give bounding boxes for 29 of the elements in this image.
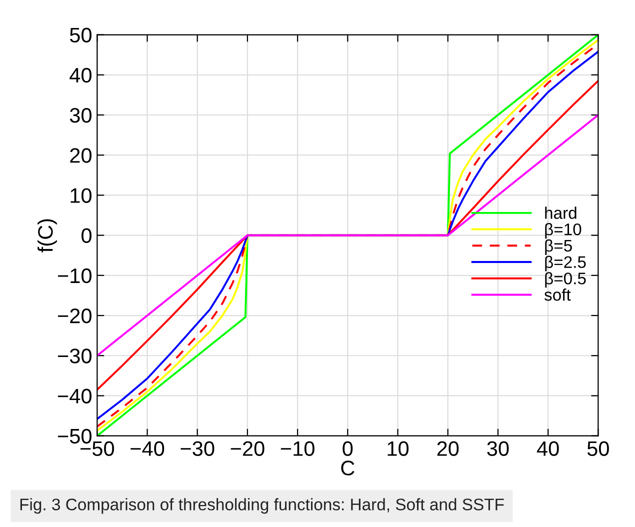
y-tick-label: 50	[70, 28, 92, 43]
x-tick-label: 20	[437, 441, 459, 456]
y-tick-label: −30	[58, 348, 92, 364]
x-tick-label: 50	[587, 441, 609, 456]
x-tick-label: −40	[130, 441, 164, 456]
legend-label: hard	[545, 206, 576, 219]
x-tick-label: −30	[180, 441, 214, 456]
x-tick-label: −20	[230, 441, 264, 456]
x-tick-label: 10	[388, 441, 409, 456]
y-tick-label: 0	[82, 228, 92, 244]
x-tick-label: −10	[280, 441, 314, 456]
caption: Fig. 3 Comparison of thresholding functions: Hard, Soft and SSTF	[20, 498, 504, 514]
x-tick-label: 30	[487, 441, 509, 456]
y-tick-label: −20	[58, 308, 92, 324]
y-tick-label: −40	[58, 388, 92, 404]
legend-label: β=0.5	[545, 272, 586, 288]
legend-label: β=10	[545, 223, 582, 239]
x-tick-label: 0	[342, 441, 353, 456]
y-tick-label: 10	[70, 188, 92, 203]
x-tick-label: 40	[536, 441, 559, 456]
y-axis-title: f(C)	[38, 219, 57, 252]
x-axis-title: C	[341, 460, 354, 476]
y-tick-label: 30	[70, 108, 92, 123]
y-tick-label: −10	[58, 268, 92, 284]
legend-label: β=5	[545, 239, 572, 255]
y-tick-label: 20	[70, 148, 92, 163]
legend-label: β=2.5	[545, 256, 586, 272]
legend-label: soft	[544, 288, 571, 301]
y-tick-label: 40	[70, 68, 92, 83]
